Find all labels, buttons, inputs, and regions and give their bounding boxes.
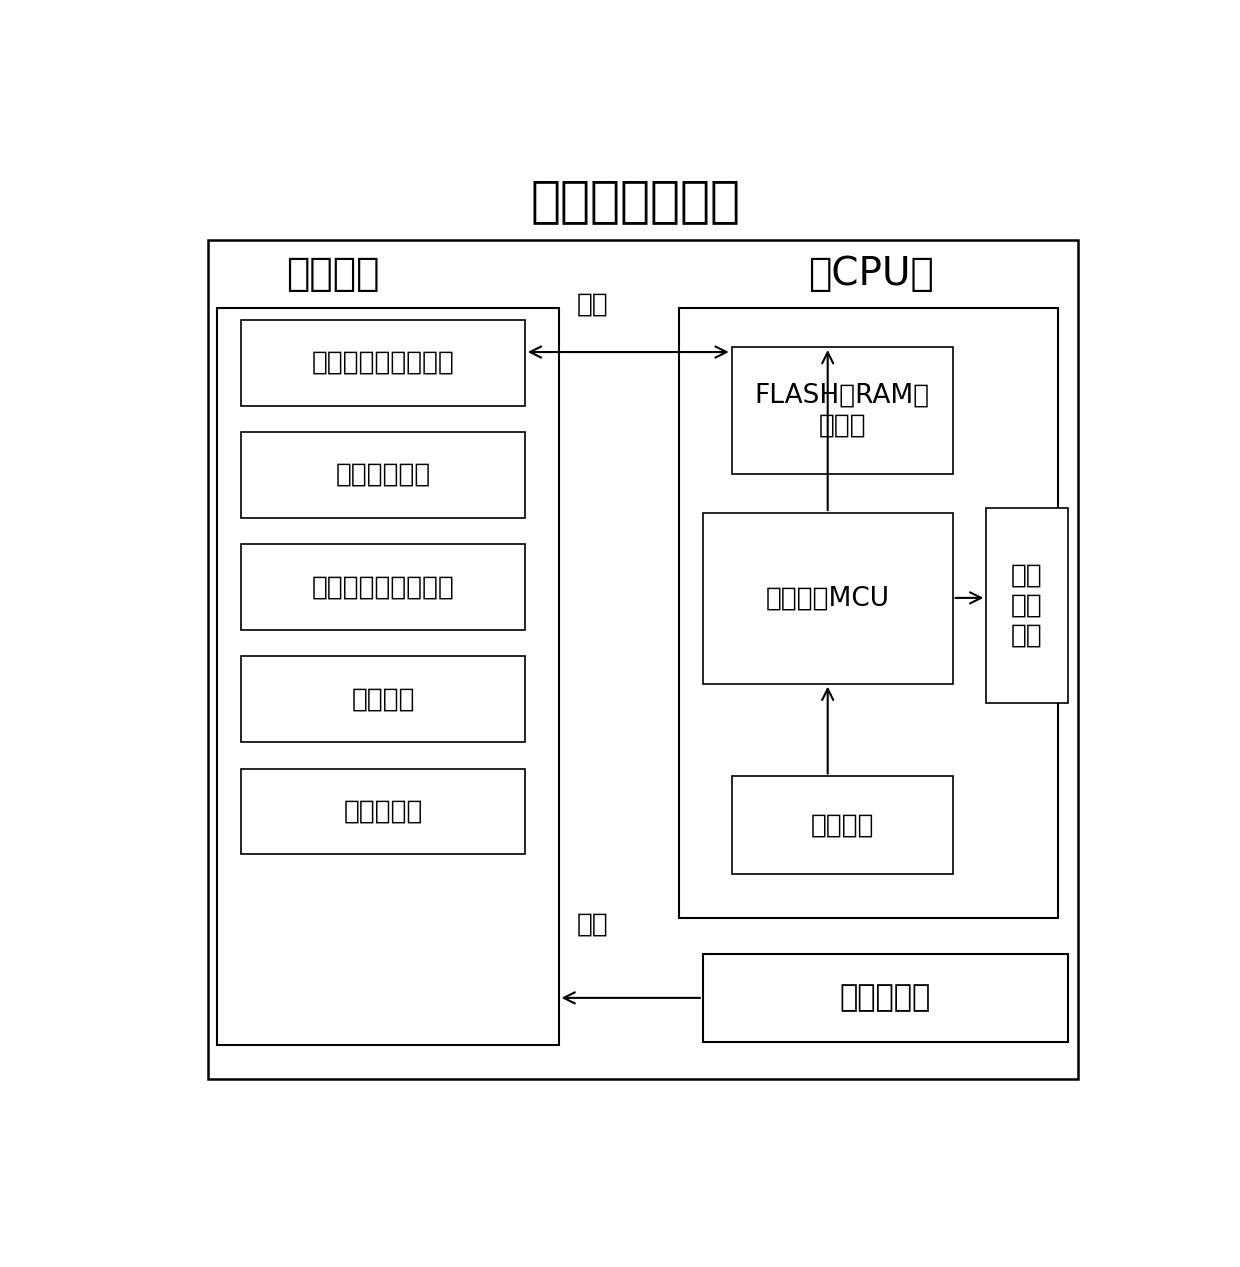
Text: 温度采集板: 温度采集板 <box>839 983 931 1012</box>
Text: 复位电路: 复位电路 <box>811 812 874 839</box>
Text: 电源电路: 电源电路 <box>351 687 415 712</box>
FancyBboxPatch shape <box>703 513 952 684</box>
Text: 通讯
控制
电路: 通讯 控制 电路 <box>1012 563 1043 649</box>
Text: 排针: 排针 <box>577 291 608 318</box>
Text: 负荷辨识控制板: 负荷辨识控制板 <box>531 177 740 224</box>
FancyBboxPatch shape <box>732 347 952 474</box>
Text: 主CPU板: 主CPU板 <box>808 255 934 293</box>
Text: 电流互感器采集接口: 电流互感器采集接口 <box>311 350 455 376</box>
FancyBboxPatch shape <box>678 308 1059 917</box>
FancyBboxPatch shape <box>242 319 525 405</box>
FancyBboxPatch shape <box>242 545 525 630</box>
FancyBboxPatch shape <box>208 239 1078 1079</box>
Text: 电缆: 电缆 <box>577 911 608 938</box>
FancyBboxPatch shape <box>242 656 525 742</box>
Text: FLASH及RAM存
储电路: FLASH及RAM存 储电路 <box>755 383 930 438</box>
Text: 通讯接口及切换电路: 通讯接口及切换电路 <box>311 574 455 601</box>
FancyBboxPatch shape <box>242 769 525 854</box>
FancyBboxPatch shape <box>217 308 558 1045</box>
FancyBboxPatch shape <box>242 432 525 518</box>
FancyBboxPatch shape <box>732 777 952 874</box>
Text: 微处理器MCU: 微处理器MCU <box>765 585 889 612</box>
Text: 采样滤波电路: 采样滤波电路 <box>336 462 430 488</box>
Text: 控制底板: 控制底板 <box>286 255 379 293</box>
FancyBboxPatch shape <box>703 954 1068 1041</box>
Text: 指示灯电路: 指示灯电路 <box>343 798 423 825</box>
FancyBboxPatch shape <box>986 508 1068 703</box>
